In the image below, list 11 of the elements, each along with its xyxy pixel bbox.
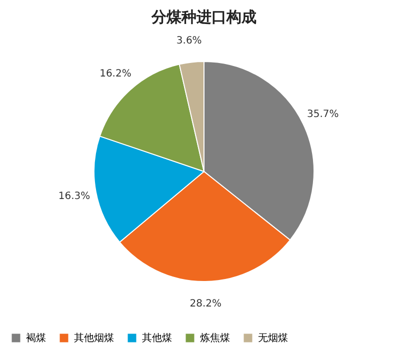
data-label: 35.7% [307,109,339,120]
data-label: 28.2% [190,298,222,310]
data-label: 16.2% [100,68,132,80]
legend-label: 炼焦煤 [200,332,230,344]
legend-label: 其他烟煤 [74,332,114,344]
legend-label: 无烟煤 [258,332,288,344]
data-label: 3.6% [176,35,202,46]
chart-title: 分煤种进口构成 [150,8,256,26]
legend-label: 其他煤 [142,332,172,344]
legend-label: 褐煤 [26,332,46,344]
data-label: 16.3% [58,190,90,202]
